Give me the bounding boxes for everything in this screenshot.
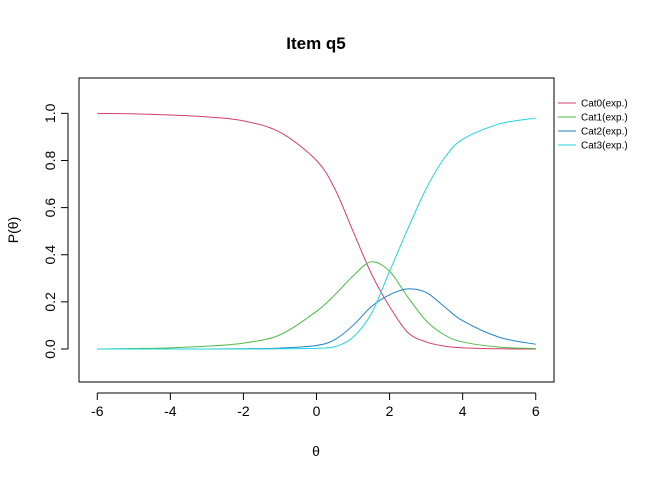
series-line-2 <box>97 288 536 350</box>
x-tick-label: -4 <box>164 403 177 419</box>
x-axis-label: θ <box>312 443 320 459</box>
y-axis: 0.0 0.2 0.4 0.6 0.8 1.0 <box>42 103 69 359</box>
legend-label-1: Cat1(exp.) <box>581 113 628 124</box>
y-tick-label: 0.8 <box>42 151 58 171</box>
legend-label-0: Cat0(exp.) <box>581 99 628 110</box>
chart-title: Item q5 <box>286 34 346 53</box>
series-line-3 <box>97 117 536 350</box>
x-tick-label: -2 <box>237 403 250 419</box>
series-lines <box>97 112 536 350</box>
x-tick-label: 6 <box>532 403 540 419</box>
x-tick-label: 2 <box>386 403 394 419</box>
x-tick-label: 0 <box>313 403 321 419</box>
x-tick-label: 4 <box>459 403 467 419</box>
y-axis-label: P(θ) <box>5 217 21 243</box>
legend-label-3: Cat3(exp.) <box>581 141 628 152</box>
plot-frame <box>78 77 555 383</box>
y-tick-label: 0.6 <box>42 198 58 218</box>
y-tick-label: 1.0 <box>42 103 58 123</box>
series-line-0 <box>97 112 536 350</box>
series-line-1 <box>97 261 536 350</box>
y-tick-label: 0.0 <box>42 339 58 359</box>
x-tick-label: -6 <box>91 403 104 419</box>
x-axis: -6 -4 -2 0 2 4 6 <box>91 392 540 419</box>
y-tick-label: 0.2 <box>42 292 58 312</box>
y-tick-label: 0.4 <box>42 245 58 265</box>
legend: Cat0(exp.) Cat1(exp.) Cat2(exp.) Cat3(exp.) <box>558 99 628 152</box>
legend-label-2: Cat2(exp.) <box>581 127 628 138</box>
